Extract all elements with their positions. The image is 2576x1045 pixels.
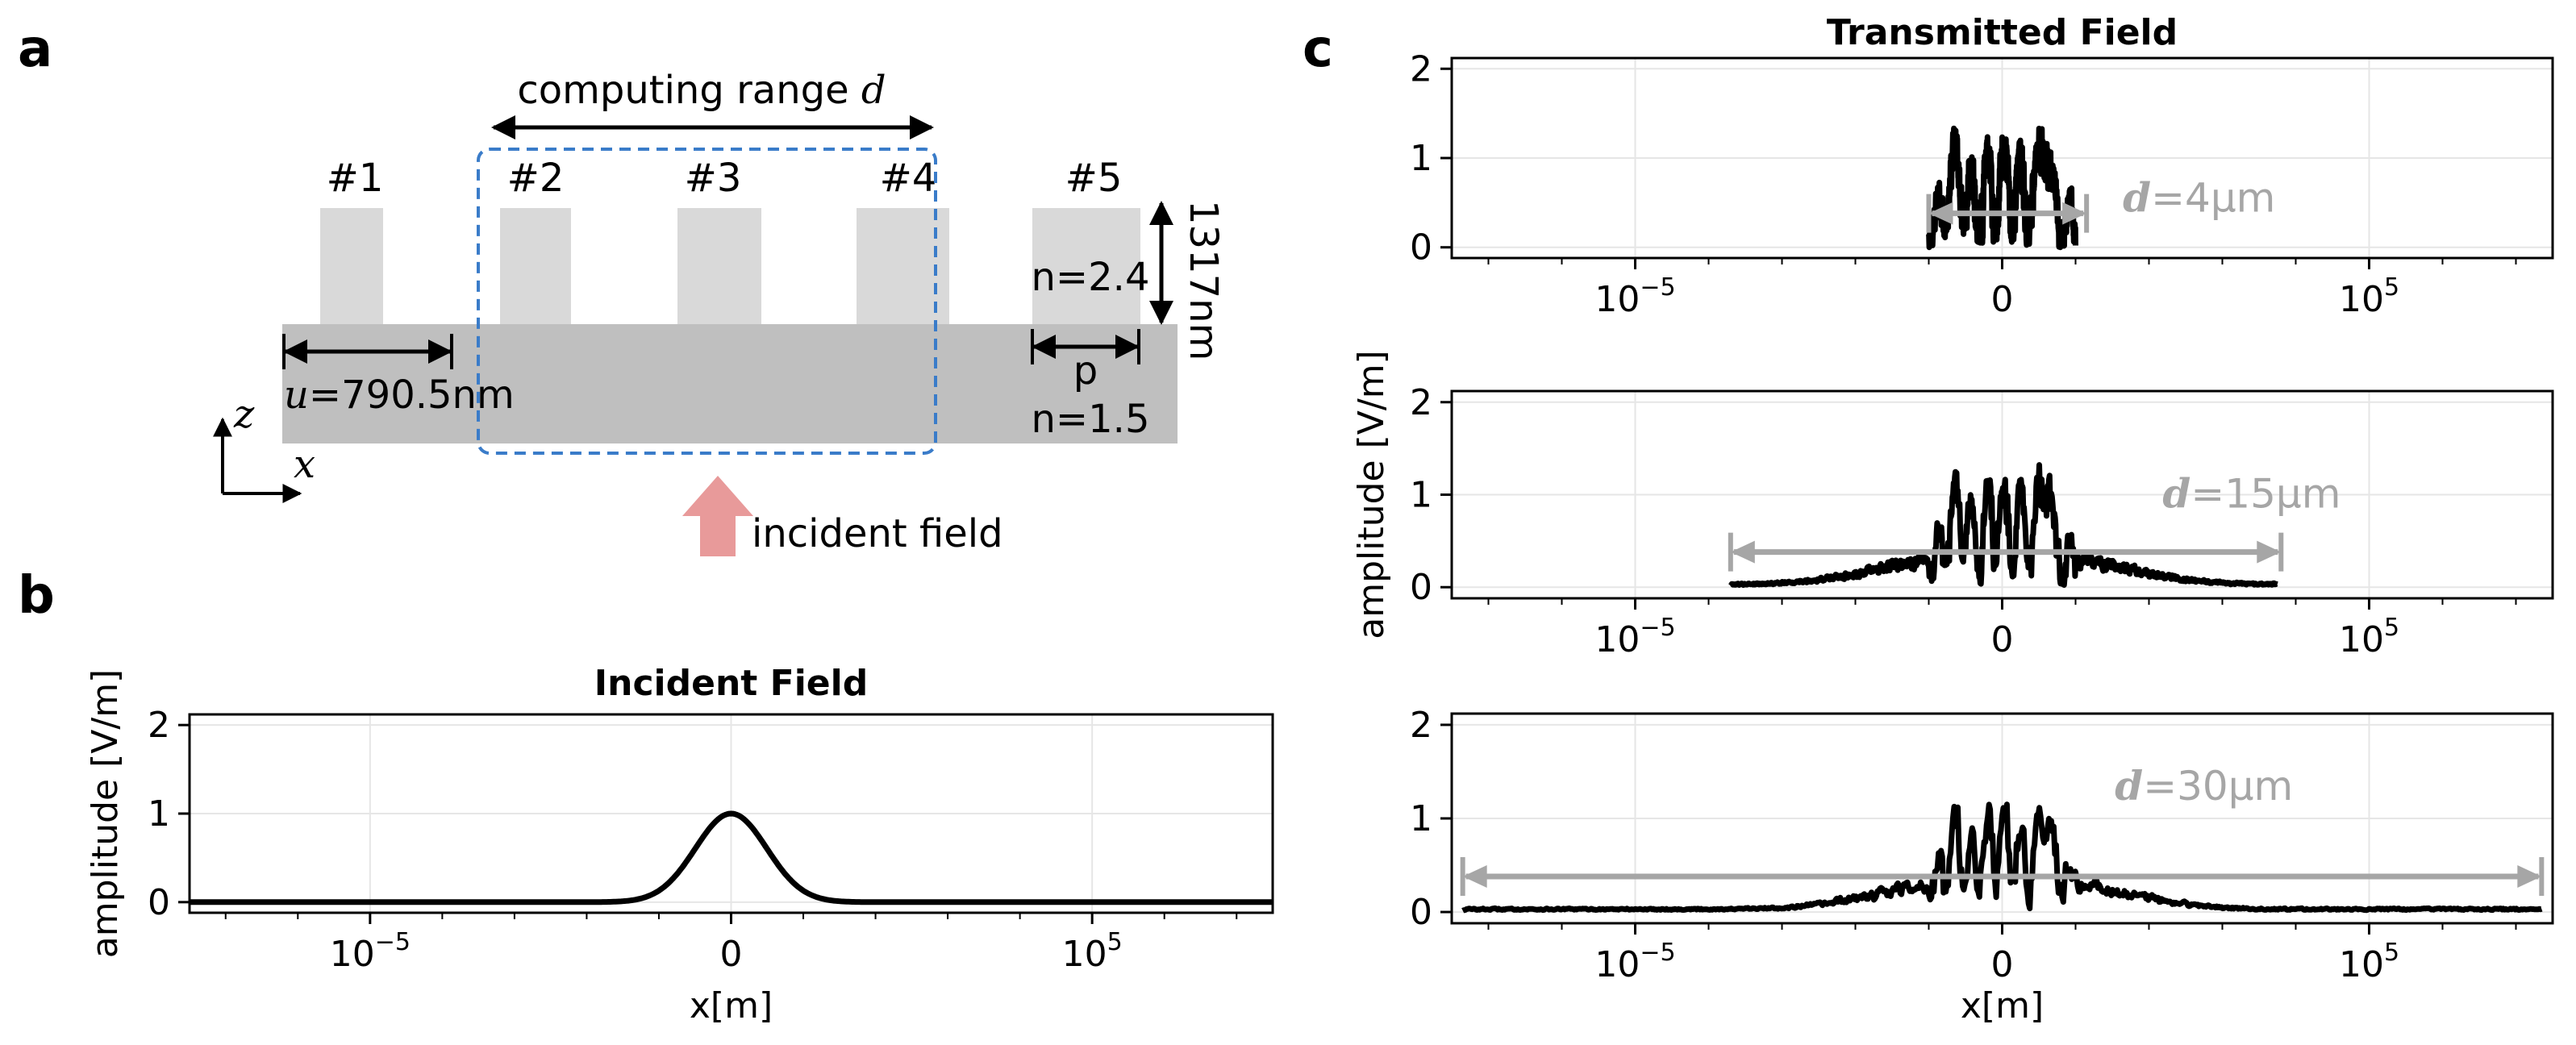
x-tick-label: 0: [1991, 279, 2014, 320]
y-tick-label: 2: [148, 705, 170, 746]
y-tick-label: 2: [1410, 382, 1432, 423]
y-tick-label: 2: [1410, 48, 1432, 90]
transmitted-plot-d15: 10−5 0 105 0 1 2 amplitude [V/m] d=15μm: [1351, 350, 2554, 660]
plot-title: Incident Field: [594, 663, 868, 704]
y-tick-label: 1: [1410, 475, 1432, 516]
range-annotation-label: d=30μm: [2115, 762, 2293, 810]
range-annotation-label: d=4μm: [2123, 174, 2275, 222]
y-tick-label: 0: [148, 882, 170, 923]
pillar-label-4: #4: [880, 156, 937, 201]
computing-range-box: [477, 148, 937, 455]
x-tick-label: 105: [2339, 614, 2399, 660]
x-axis-label: x[m]: [1961, 985, 2044, 1026]
range-arrowhead-left: [1928, 202, 1953, 225]
series-line-gaussian: [188, 810, 1274, 906]
p-label: p: [1073, 348, 1098, 393]
x-tick-label: 10−5: [1594, 939, 1675, 985]
y-tick-label: 1: [1410, 138, 1432, 179]
pillar-3: [677, 208, 761, 324]
x-tick-label: 10−5: [330, 928, 411, 975]
range-arrowhead-right: [2257, 540, 2282, 564]
range-arrowhead-right: [2517, 864, 2542, 888]
y-axis-label: amplitude [V/m]: [85, 669, 126, 958]
substrate-index-label: n=1.5: [1032, 397, 1150, 442]
series-line-transmitted: [1728, 462, 2280, 588]
y-tick-label: 1: [1410, 798, 1432, 839]
u-label: u=790.5nm: [284, 373, 515, 418]
pillar-1: [320, 208, 383, 324]
pillar-index-label: n=2.4: [1032, 255, 1150, 300]
y-tick-label: 0: [1410, 227, 1432, 269]
panel-label-a: a: [18, 19, 52, 79]
range-arrowhead-right: [2062, 202, 2087, 225]
x-tick-label: 105: [2339, 273, 2399, 320]
x-tick-label: 0: [720, 934, 743, 975]
incident-field-label: incident field: [752, 511, 1003, 556]
pillar-5: [1032, 208, 1140, 324]
y-axis-label: amplitude [V/m]: [1351, 350, 1392, 639]
x-tick-label: 0: [1991, 944, 2014, 985]
pillar-label-5: #5: [1065, 156, 1123, 201]
y-tick-label: 1: [148, 793, 170, 835]
x-axis-label: x[m]: [690, 985, 773, 1026]
pillar-2: [500, 208, 571, 324]
y-tick-label: 0: [1410, 892, 1432, 933]
height-label: 1317nm: [1181, 200, 1226, 360]
panel-label-c: c: [1303, 19, 1333, 79]
range-arrowhead-left: [1730, 540, 1755, 564]
plot-title: Transmitted Field: [1827, 12, 2178, 53]
axis-x-label: x: [294, 442, 315, 487]
x-tick-label: 105: [2339, 939, 2399, 985]
range-arrowhead-left: [1462, 864, 1487, 888]
x-tick-label: 105: [1062, 928, 1123, 975]
pillar-4: [857, 208, 949, 324]
series-line-transmitted: [1461, 801, 2544, 914]
y-tick-label: 2: [1410, 705, 1432, 746]
x-tick-label: 10−5: [1594, 273, 1675, 320]
x-tick-label: 10−5: [1594, 614, 1675, 660]
pillar-label-1: #1: [327, 156, 384, 201]
series-line-transmitted: [1926, 125, 2078, 251]
incident-field-plot: 10−5 0 105 0 1 2 Incident Field amplitude [V/m]…: [85, 663, 1274, 1026]
transmitted-plot-d30: 10−5 0 105 0 1 2 x[m] d=30μm: [1410, 705, 2554, 1026]
metasurface-diagram: #1 #2 #3 #4 #5 computing range d 1317nm …: [213, 68, 1226, 556]
range-annotation-label: d=15μm: [2162, 470, 2340, 518]
computing-range-label: computing range d: [517, 68, 886, 113]
transmitted-plot-d4: 10−5 0 105 0 1 2 Transmitted Field d=4μm: [1410, 12, 2554, 320]
pillar-label-2: #2: [507, 156, 565, 201]
y-tick-label: 0: [1410, 567, 1432, 608]
panel-label-b: b: [18, 566, 55, 626]
axis-z-label: z: [233, 392, 255, 437]
pillar-label-3: #3: [685, 156, 742, 201]
incident-arrow-icon: [682, 476, 753, 556]
x-tick-label: 0: [1991, 619, 2014, 660]
